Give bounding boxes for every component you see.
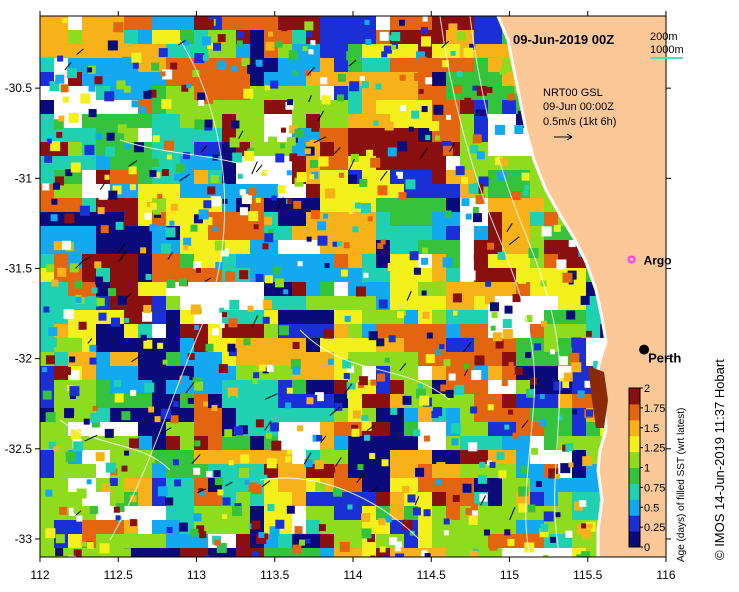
argo-float-icon [627,255,636,264]
bathymetry-contours [59,16,561,557]
colorbar-swatch [629,451,640,468]
y-axis: -30.5 -31 -31.5 -32 -32.5 -33 [5,81,671,546]
colorbar-tick-label: 0.75 [644,482,665,494]
colorbar-swatch [629,483,640,500]
colorbar-tick-label: 2 [644,383,650,395]
current-legend-scale: 0.5m/s (1kt 6h) [543,116,616,128]
colorbar-swatch [629,499,640,516]
x-tick-label: 116 [656,568,675,582]
colorbar-tick-label: 1.5 [644,423,659,435]
depth-legend-1000m: 1000m [650,44,684,56]
y-tick-label: -32.5 [5,442,33,456]
y-tick-label: -33 [15,532,33,546]
x-tick-label: 112 [30,568,49,582]
colorbar-tick-label: 1 [644,463,650,475]
shelf-strip-200m [588,366,608,428]
x-tick-label: 114.5 [417,568,446,582]
y-tick-label: -30.5 [5,81,33,95]
x-tick-label: 114 [343,568,362,582]
colorbar-tick-label: 0.5 [644,502,659,514]
perth-marker: Perth [639,344,681,366]
city-dot-icon [639,344,650,355]
colorbar-ticks: 0 0.25 0.5 0.75 1 1.25 1.5 1.75 2 [640,383,665,554]
colorbar-title: Age (days) of filled SST (wrt latest) [676,408,687,562]
colorbar-swatch [629,388,640,405]
map-title: 09-Jun-2019 00Z [513,32,614,47]
y-tick-label: -31 [15,171,33,185]
y-tick-label: -32 [15,352,33,366]
surface-current-arrows [64,39,529,521]
colorbar-swatch [629,403,640,421]
current-legend-time: 09-Jun 00:00Z [543,101,614,113]
colorbar-tick-label: 0 [644,542,650,554]
colorbar-swatch [629,467,640,484]
x-tick-label: 113.5 [260,568,289,582]
colorbar-tick-label: 1.25 [644,443,665,455]
colorbar-tick-label: 0.25 [644,522,665,534]
coastline [496,16,608,557]
depth-legend-200m: 200m [650,31,678,43]
x-tick-label: 113 [187,568,206,582]
land-mass [498,16,666,557]
argo-label: Argo [644,253,672,267]
current-scale-arrowhead-icon [566,133,573,141]
colorbar-swatch [629,515,640,532]
colorbar-tick-label: 1.75 [644,403,665,415]
colorbar-swatch [629,531,640,548]
x-axis: 112 112.5 113 113.5 114 114.5 115 115.5 116 [30,11,676,582]
colorbar-swatches [629,388,640,548]
colorbar-swatch [629,435,640,453]
x-tick-label: 112.5 [104,568,133,582]
perth-label: Perth [648,351,681,366]
colorbar-swatch [629,419,640,437]
current-legend-source: NRT00 GSL [543,87,603,99]
colorbar: 0 0.25 0.5 0.75 1 1.25 1.5 1.75 2 Age (days) of … [628,383,687,562]
y-tick-label: -31.5 [5,261,33,275]
x-tick-label: 115.5 [573,568,602,582]
argo-marker: Argo [627,253,672,267]
credit-text: © IMOS 14-Jun-2019 11:37 Hobart [712,359,727,560]
x-tick-label: 115 [500,568,519,582]
